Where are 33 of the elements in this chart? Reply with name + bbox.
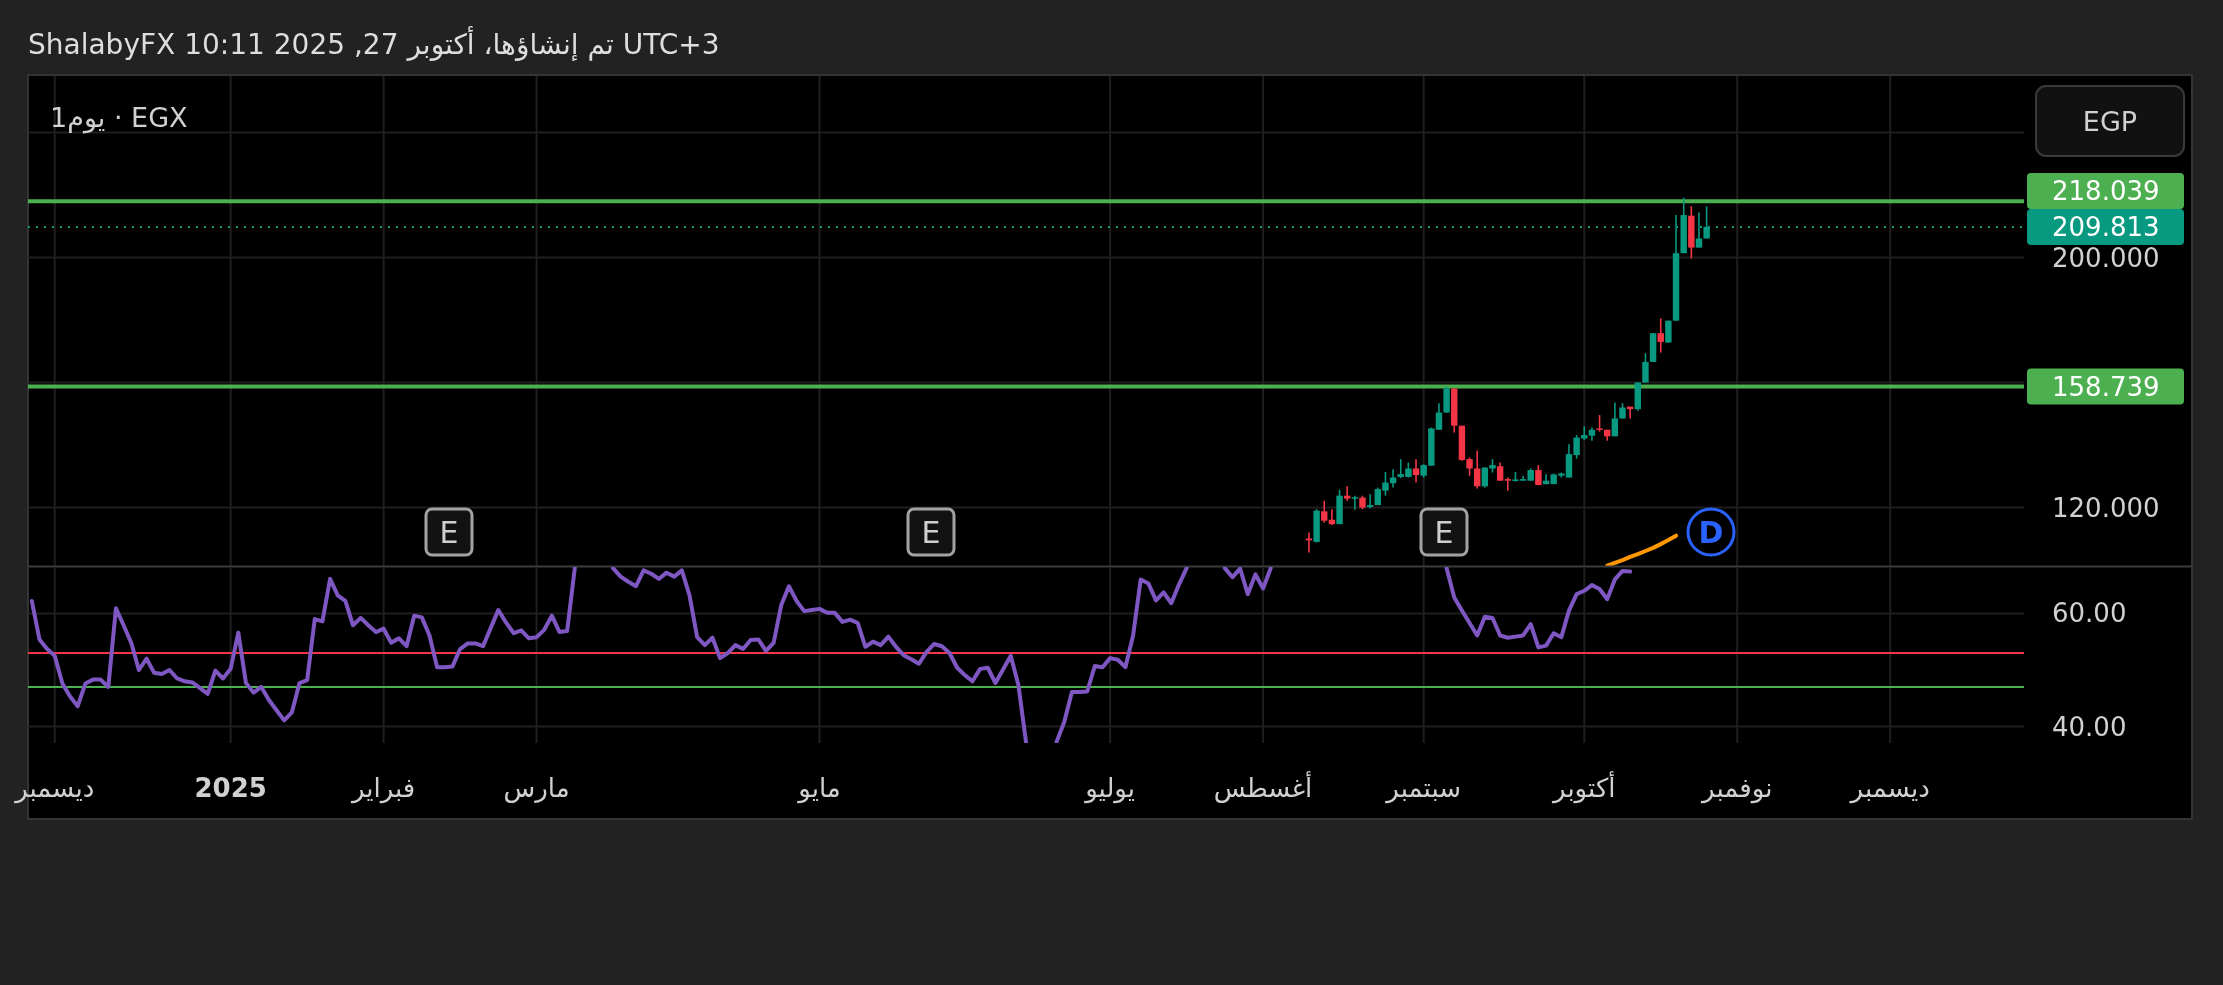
x-tick-label: مايو — [798, 773, 841, 803]
x-tick-label: أكتوبر — [1553, 773, 1616, 803]
event-marker: E — [906, 507, 956, 557]
x-tick-label: نوفمبر — [1702, 773, 1773, 803]
price-badge: 218.039 — [2027, 172, 2184, 209]
event-marker: E — [424, 507, 474, 557]
x-tick-label: سبتمبر — [1386, 773, 1461, 803]
y-tick-label: 120.000 — [2052, 492, 2160, 523]
x-tick-label: فبراير — [351, 773, 416, 803]
x-tick-label: ديسمبر — [15, 773, 95, 803]
caption: ShalabyFX تم إنشاؤها، أكتوبر 27, 2025 10:11 UTC+3 — [28, 28, 720, 61]
event-marker: D — [1686, 507, 1736, 557]
annotation: E — [921, 515, 941, 550]
price-badge: 158.739 — [2027, 368, 2184, 405]
x-tick-label: ديسمبر — [1850, 773, 1930, 803]
event-marker: E — [1419, 507, 1469, 557]
y-tick-label: 60.00 — [2052, 598, 2127, 629]
ref-line-label: 158.739 — [2052, 372, 2160, 402]
price-badge: 209.813 — [2027, 208, 2184, 245]
x-tick-label: يوليو — [1085, 773, 1136, 803]
ref-line-label: 218.039 — [2052, 176, 2160, 207]
y-tick-label: 40.00 — [2052, 711, 2127, 742]
annotation: D — [1698, 515, 1724, 550]
x-tick-label: 2025 — [194, 773, 267, 803]
ref-line-label: 209.813 — [2052, 212, 2160, 243]
x-tick-label: مارس — [503, 773, 570, 803]
y-axis-title: EGP — [2082, 106, 2138, 137]
y-tick-label: 200.000 — [2052, 242, 2160, 273]
annotation: E — [1434, 515, 1454, 550]
x-tick-label: أغسطس — [1213, 773, 1313, 803]
axis-unit: EGP — [2035, 85, 2185, 157]
title: 1يوم · EGX — [50, 102, 188, 133]
annotation: E — [439, 515, 459, 550]
